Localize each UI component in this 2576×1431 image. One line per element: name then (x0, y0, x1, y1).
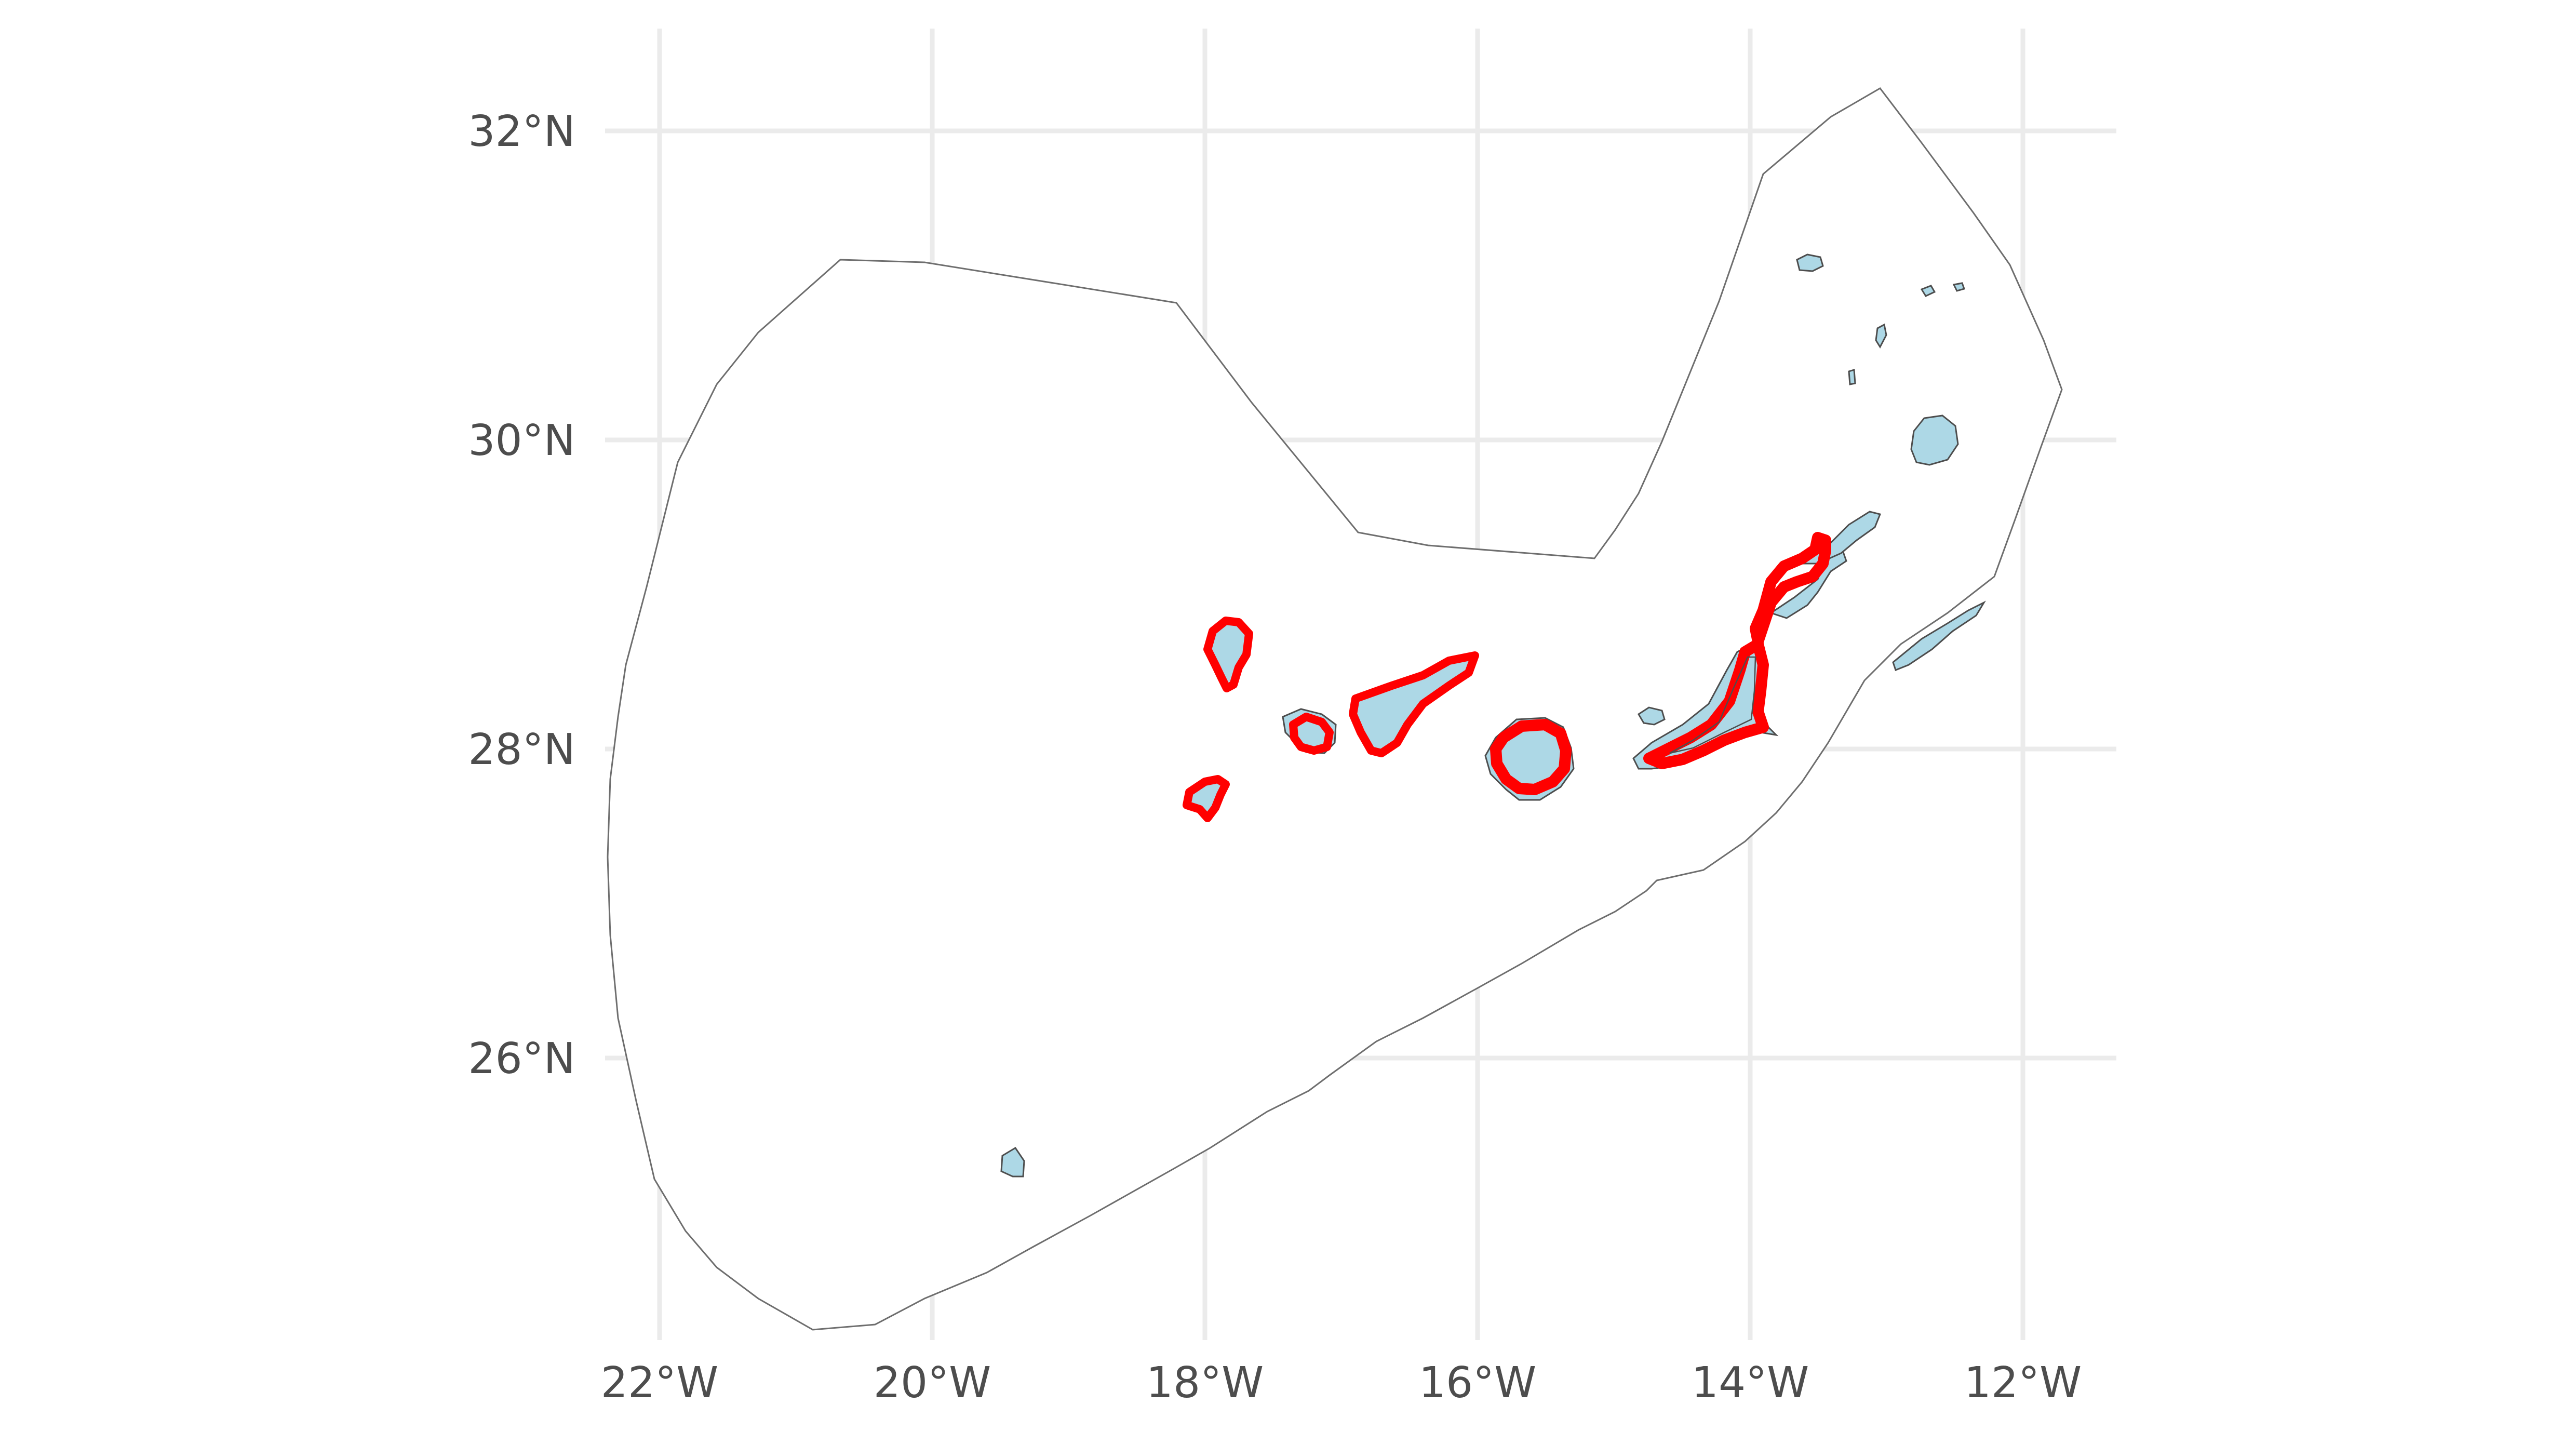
x-tick-label: 22°W (601, 1358, 718, 1408)
rim-el-hierro (1183, 775, 1230, 822)
x-tick-label: 16°W (1419, 1358, 1536, 1408)
x-tick-label: 14°W (1692, 1358, 1809, 1408)
bank-concepcion (1910, 414, 1959, 466)
islet-north-4 (1875, 323, 1887, 349)
rim-fuerteventura-inner (1669, 656, 1756, 754)
x-tick-label: 18°W (1146, 1358, 1264, 1408)
islet-north-3 (1952, 282, 1965, 292)
islet-south (1000, 1146, 1025, 1178)
islet-north-2 (1920, 285, 1936, 297)
islet-lobos-bank (1637, 706, 1666, 726)
rim-tenerife (1349, 651, 1479, 757)
bank-east (1892, 600, 1986, 671)
y-axis-labels: 32°N 30°N 28°N 26°N (468, 107, 575, 1084)
rim-lanzarote (1750, 532, 1831, 647)
islet-north-5 (1848, 369, 1856, 385)
x-tick-label: 12°W (1964, 1358, 2082, 1408)
rim-la-palma (1203, 617, 1253, 692)
x-tick-label: 20°W (874, 1358, 991, 1408)
axes: 22°W 20°W 18°W 16°W 14°W 12°W 32°N 30°N 28°N 26°… (468, 107, 2082, 1408)
y-tick-label: 28°N (468, 725, 575, 774)
y-tick-label: 32°N (468, 107, 575, 156)
rim-la-gomera (1289, 713, 1334, 755)
coastal-highlight (1183, 532, 1831, 822)
eez-boundary (607, 87, 2063, 1331)
rim-gran-canaria (1490, 719, 1572, 795)
rim-fuerteventura (1643, 638, 1769, 769)
y-tick-label: 30°N (468, 416, 575, 465)
islet-north-1 (1796, 253, 1824, 272)
x-axis-labels: 22°W 20°W 18°W 16°W 14°W 12°W (601, 1358, 2082, 1408)
y-tick-label: 26°N (468, 1034, 575, 1084)
